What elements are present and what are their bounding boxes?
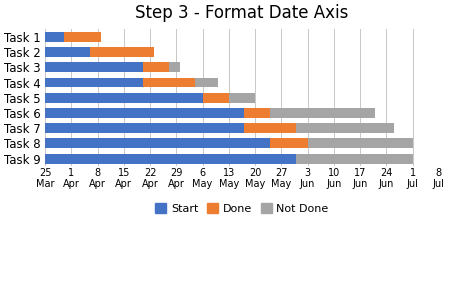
Bar xyxy=(169,62,180,72)
Bar xyxy=(296,123,394,133)
Bar xyxy=(45,78,143,87)
Bar xyxy=(143,78,195,87)
Bar xyxy=(45,154,296,164)
Bar xyxy=(45,62,143,72)
Bar xyxy=(45,32,64,42)
Bar xyxy=(270,139,308,148)
Bar xyxy=(45,139,270,148)
Legend: Start, Done, Not Done: Start, Done, Not Done xyxy=(151,199,333,218)
Bar xyxy=(229,93,255,103)
Bar xyxy=(296,154,413,164)
Bar xyxy=(45,47,90,57)
Title: Step 3 - Format Date Axis: Step 3 - Format Date Axis xyxy=(135,4,349,22)
Bar xyxy=(195,78,218,87)
Bar xyxy=(270,108,375,118)
Bar xyxy=(244,123,296,133)
Bar xyxy=(90,47,154,57)
Bar xyxy=(143,62,169,72)
Bar xyxy=(45,108,244,118)
Bar xyxy=(244,108,270,118)
Bar xyxy=(45,93,202,103)
Bar xyxy=(45,123,244,133)
Bar xyxy=(202,93,229,103)
Bar xyxy=(64,32,101,42)
Bar xyxy=(308,139,413,148)
